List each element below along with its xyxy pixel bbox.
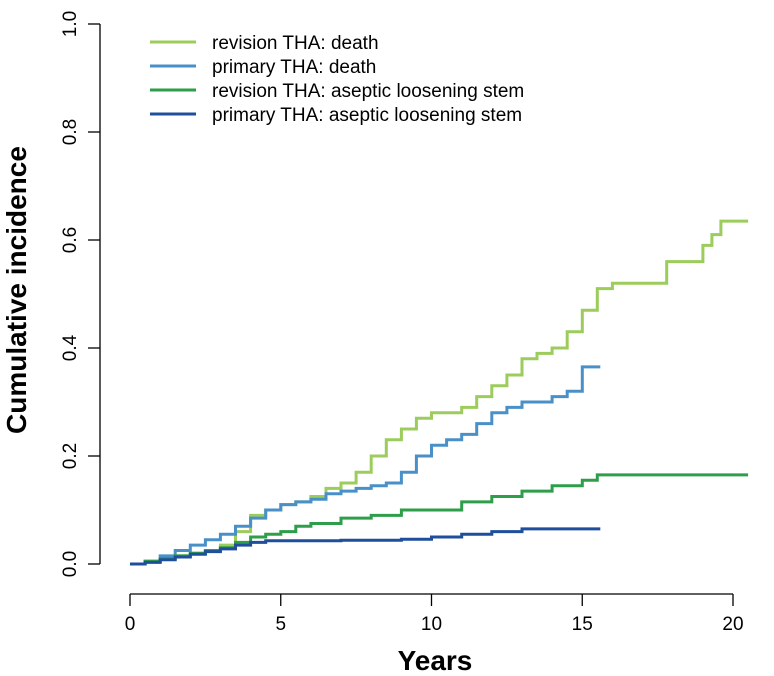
y-tick-label: 0.6 [60, 227, 81, 253]
legend-label: revision THA: aseptic loosening stem [212, 81, 524, 102]
x-axis-title: Years [398, 645, 473, 676]
series-line-3 [130, 473, 749, 566]
x-tick-label: 5 [275, 614, 286, 635]
y-tick-label: 0.4 [60, 334, 81, 361]
x-tick-label: 15 [572, 614, 593, 635]
legend-label: primary THA: death [212, 57, 376, 78]
series-line-2 [130, 365, 601, 566]
legend: revision THA: death primary THA: death rev… [150, 33, 524, 126]
y-tick-label: 1.0 [60, 11, 81, 37]
series-line-4 [130, 527, 601, 566]
x-tick-label: 0 [125, 614, 136, 635]
x-axis: 0 5 10 15 20 [125, 593, 744, 635]
legend-label: revision THA: death [212, 33, 379, 54]
y-tick-label: 0.2 [60, 443, 81, 469]
y-axis-title: Cumulative incidence [1, 146, 32, 434]
series-layer [130, 219, 749, 566]
legend-label: primary THA: aseptic loosening stem [212, 105, 522, 126]
y-tick-label: 0.0 [60, 551, 81, 577]
series-line-1 [130, 219, 749, 566]
x-tick-label: 10 [421, 614, 442, 635]
y-axis: 0.0 0.2 0.4 0.6 0.8 1.0 [60, 11, 101, 577]
y-tick-label: 0.8 [60, 119, 81, 145]
x-tick-label: 20 [722, 614, 743, 635]
